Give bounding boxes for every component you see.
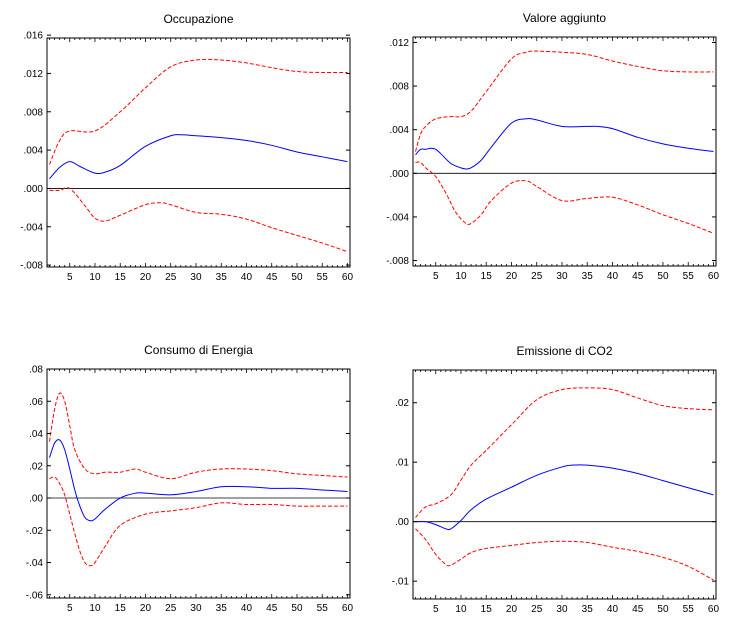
x-tick-label: 10 — [455, 271, 467, 282]
chart-title: Valore aggiunto — [523, 11, 607, 25]
y-tick-label: .008 — [24, 107, 44, 118]
y-tick-label: .000 — [390, 169, 410, 180]
x-tick-label: 35 — [582, 271, 594, 282]
x-tick-label: 25 — [165, 603, 177, 614]
chart-title: Consumo di Energia — [144, 343, 253, 357]
y-tick-label: .004 — [24, 146, 44, 157]
y-tick-label: -.01 — [392, 577, 410, 588]
chart-panel-occupazione: Occupazione .016 .012 .008 .004 .000 -.004 -.00… — [20, 12, 353, 283]
x-tick-label: 45 — [266, 603, 278, 614]
x-tick-label: 50 — [657, 271, 669, 282]
x-tick-label: 50 — [657, 604, 669, 615]
x-tick-label: 40 — [241, 272, 253, 283]
x-tick-label: 30 — [556, 604, 568, 615]
series-line-irf — [415, 118, 714, 170]
x-tick-label: 60 — [708, 604, 720, 615]
chart-title: Occupazione — [163, 12, 233, 26]
x-tick-label: 5 — [433, 271, 439, 282]
x-tick-label: 5 — [433, 604, 439, 615]
x-tick-label: 55 — [683, 604, 695, 615]
x-tick-label: 20 — [506, 271, 518, 282]
y-tick-label: .08 — [29, 365, 43, 376]
x-tick-label: 20 — [140, 603, 152, 614]
x-tick-label: 35 — [216, 272, 228, 283]
plot-frame — [46, 368, 351, 599]
x-tick-label: 45 — [632, 604, 644, 615]
y-tick-label: .06 — [29, 397, 43, 408]
y-tick-label: .012 — [390, 38, 410, 49]
chart-panel-consumo-di-energia: Consumo di Energia .08 .06 .04 .02 .00 -.02 -.0… — [26, 343, 354, 614]
series-line-lower — [415, 161, 714, 234]
x-tick-label: 40 — [607, 604, 619, 615]
x-tick-label: 35 — [582, 604, 594, 615]
y-tick-label: -.004 — [386, 212, 409, 223]
y-tick-label: .008 — [390, 82, 410, 93]
series-line-irf — [49, 134, 348, 180]
x-tick-label: 55 — [683, 271, 695, 282]
y-tick-label: .02 — [29, 461, 43, 472]
x-tick-label: 5 — [67, 272, 73, 283]
y-tick-label: .000 — [24, 184, 44, 195]
x-tick-label: 40 — [241, 603, 253, 614]
y-tick-label: -.008 — [20, 261, 43, 272]
series-line-upper — [49, 392, 348, 480]
series-line-upper — [415, 387, 714, 518]
y-tick-label: -.008 — [386, 256, 409, 267]
plot-frame — [46, 37, 351, 268]
x-tick-label: 60 — [342, 272, 354, 283]
x-tick-label: 15 — [115, 272, 127, 283]
plot-frame — [412, 369, 717, 600]
x-tick-label: 45 — [632, 271, 644, 282]
x-tick-label: 25 — [531, 271, 543, 282]
x-tick-label: 55 — [317, 272, 329, 283]
x-tick-label: 50 — [291, 272, 303, 283]
y-tick-label: .004 — [390, 125, 410, 136]
y-tick-label: .00 — [29, 494, 43, 505]
x-tick-label: 15 — [481, 271, 493, 282]
x-tick-label: 55 — [317, 603, 329, 614]
chart-panel-valore-aggiunto: Valore aggiunto .012 .008 .004 .000 -.004 -.00… — [386, 11, 719, 282]
series-line-upper — [49, 58, 348, 165]
y-tick-label: .02 — [395, 398, 409, 409]
x-tick-label: 40 — [607, 271, 619, 282]
x-tick-label: 10 — [89, 272, 101, 283]
y-tick-label: .04 — [29, 429, 43, 440]
x-tick-label: 10 — [89, 603, 101, 614]
x-tick-label: 60 — [708, 271, 720, 282]
y-tick-label: -.004 — [20, 222, 43, 233]
x-tick-label: 15 — [481, 604, 493, 615]
y-tick-label: -.02 — [26, 526, 44, 537]
y-tick-label: -.06 — [26, 590, 44, 601]
x-tick-label: 30 — [190, 603, 202, 614]
x-tick-label: 30 — [556, 271, 568, 282]
y-tick-label: .01 — [395, 458, 409, 469]
x-tick-label: 30 — [190, 272, 202, 283]
x-tick-label: 20 — [506, 604, 518, 615]
series-line-lower — [49, 187, 348, 253]
plot-frame — [412, 36, 717, 267]
series-line-irf — [415, 464, 714, 531]
x-tick-label: 50 — [291, 603, 303, 614]
chart-panel-emissione-di-co2: Emissione di CO2 .02 .01 .00 -.01 5 10 15 20 25 30… — [392, 344, 720, 615]
y-tick-label: .016 — [24, 31, 44, 42]
chart-title: Emissione di CO2 — [516, 344, 612, 358]
y-tick-label: -.04 — [26, 558, 44, 569]
y-tick-label: .00 — [395, 517, 409, 528]
x-tick-label: 35 — [216, 603, 228, 614]
series-line-upper — [415, 50, 714, 152]
x-tick-label: 25 — [165, 272, 177, 283]
x-tick-label: 25 — [531, 604, 543, 615]
x-tick-label: 20 — [140, 272, 152, 283]
x-tick-label: 10 — [455, 604, 467, 615]
y-tick-label: .012 — [24, 69, 44, 80]
series-line-irf — [49, 439, 348, 522]
series-line-lower — [49, 476, 348, 567]
x-tick-label: 45 — [266, 272, 278, 283]
series-line-lower — [415, 528, 714, 581]
x-tick-label: 15 — [115, 603, 127, 614]
x-tick-label: 5 — [67, 603, 73, 614]
x-tick-label: 60 — [342, 603, 354, 614]
